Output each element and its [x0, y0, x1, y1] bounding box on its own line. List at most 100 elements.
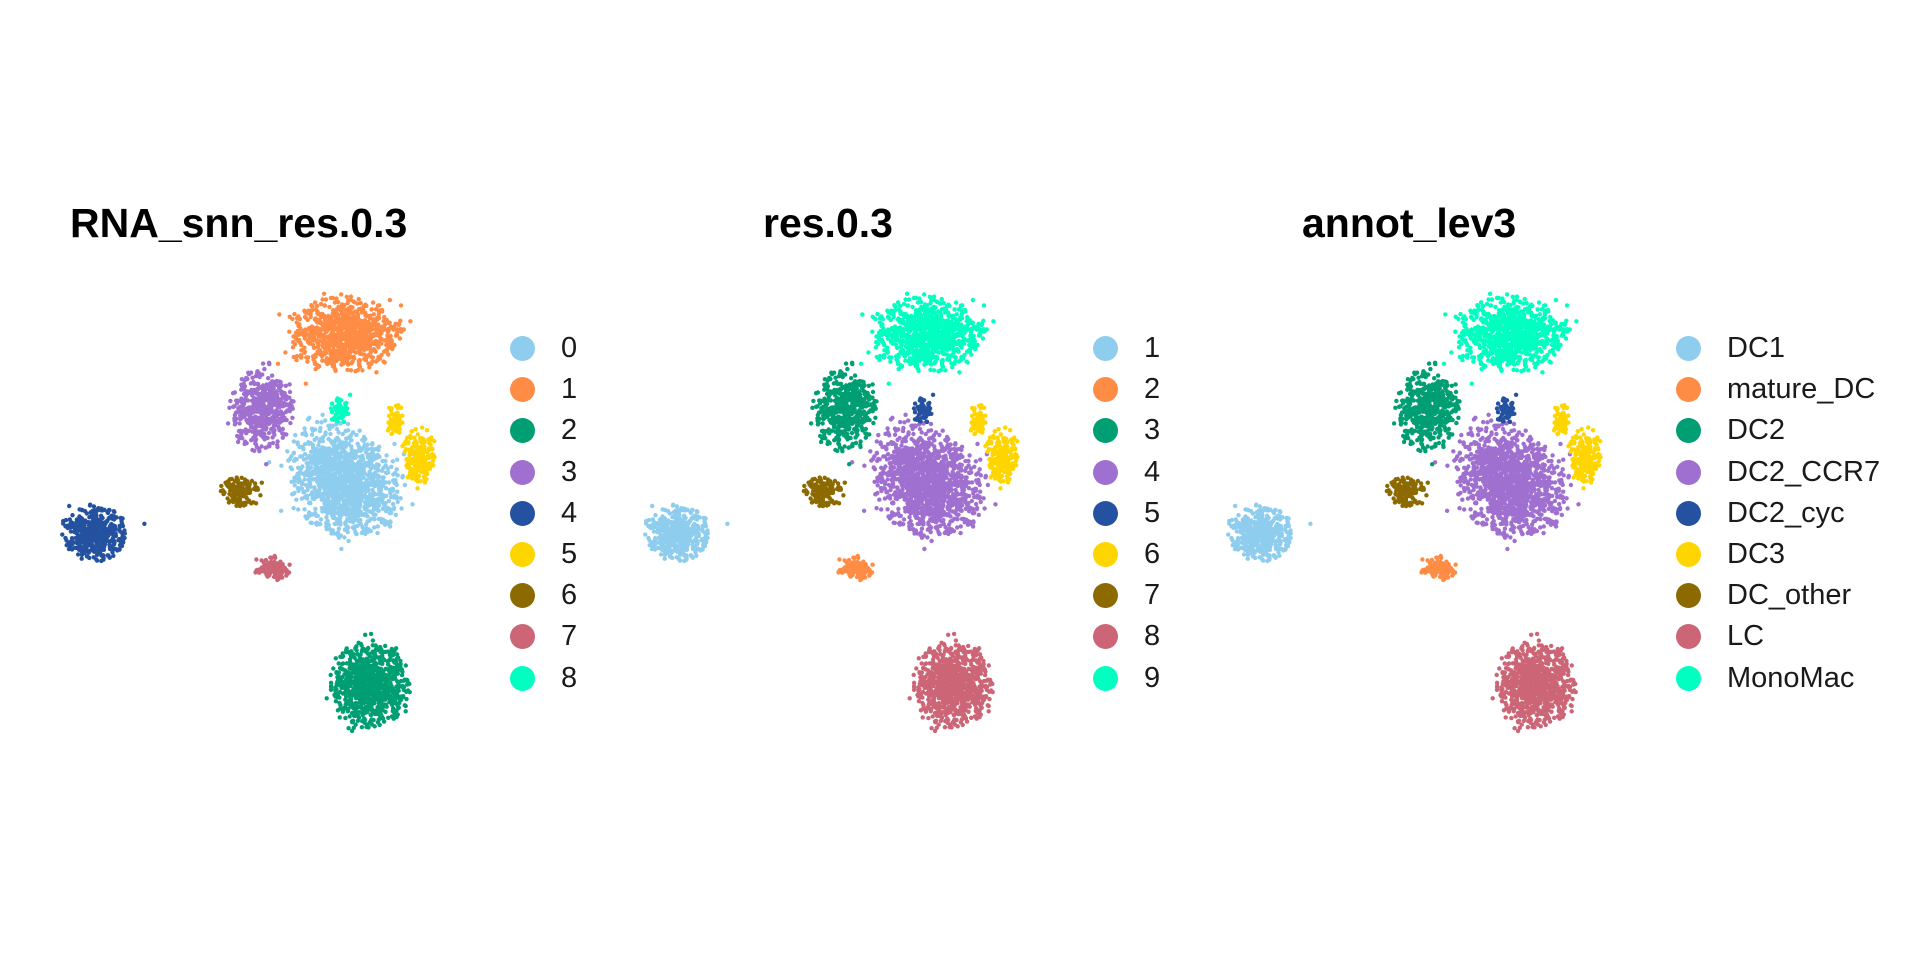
- scatter-point: [237, 499, 243, 504]
- scatter-point: [321, 496, 326, 502]
- scatter-point: [114, 515, 119, 520]
- scatter-point: [337, 472, 342, 477]
- scatter-point: [337, 485, 342, 491]
- scatter-point: [327, 491, 332, 496]
- scatter-point: [358, 690, 363, 695]
- scatter-point: [317, 448, 322, 453]
- scatter-point: [344, 294, 349, 299]
- scatter-point: [335, 327, 340, 332]
- scatter-point: [371, 497, 376, 502]
- scatter-point: [379, 492, 385, 497]
- scatter-point: [244, 431, 249, 436]
- scatter-point: [252, 481, 258, 486]
- scatter-point: [338, 460, 343, 465]
- scatter-point: [263, 445, 268, 450]
- scatter-point: [325, 475, 330, 480]
- scatter-point: [101, 542, 107, 547]
- scatter-point: [314, 522, 320, 527]
- scatter-point: [317, 334, 323, 339]
- scatter-point: [364, 670, 369, 675]
- scatter-point: [345, 709, 350, 714]
- scatter-point: [407, 434, 412, 440]
- scatter-point: [60, 532, 65, 537]
- scatter-point: [247, 499, 252, 505]
- scatter-point: [372, 482, 377, 488]
- scatter-point: [375, 330, 380, 336]
- scatter-point: [369, 703, 374, 708]
- scatter-point: [342, 303, 347, 308]
- scatter-point: [347, 392, 353, 397]
- scatter-point: [358, 499, 363, 505]
- scatter-point: [382, 349, 388, 354]
- scatter-point: [383, 322, 388, 327]
- scatter-point: [313, 506, 318, 512]
- scatter-point: [76, 518, 81, 524]
- scatter-point: [286, 458, 291, 463]
- scatter-point: [333, 656, 338, 661]
- scatter-point: [350, 514, 356, 519]
- scatter-point: [402, 482, 408, 488]
- scatter-point: [358, 517, 363, 523]
- scatter-point: [297, 322, 302, 327]
- scatter-point: [243, 410, 248, 416]
- scatter-point: [317, 467, 323, 472]
- scatter-point: [358, 503, 363, 508]
- scatter-point: [229, 476, 234, 482]
- scatter-point: [267, 410, 272, 416]
- scatter-point: [394, 333, 399, 338]
- scatter-point: [369, 509, 374, 515]
- scatter-point: [266, 376, 271, 381]
- scatter-point: [358, 347, 364, 352]
- scatter-point: [357, 478, 362, 483]
- scatter-point: [330, 493, 335, 499]
- scatter-point: [332, 482, 337, 488]
- scatter-point: [361, 445, 366, 450]
- scatter-point: [310, 338, 315, 343]
- scatter-point: [262, 395, 267, 401]
- scatter-point: [343, 407, 348, 412]
- scatter-point: [338, 522, 343, 527]
- scatter-point: [386, 689, 391, 694]
- scatter-point: [376, 508, 381, 513]
- scatter-point: [253, 388, 258, 393]
- scatter-point: [380, 678, 385, 683]
- scatter-point: [77, 507, 82, 512]
- scatter-point: [390, 459, 395, 464]
- scatter-point: [301, 446, 306, 451]
- scatter-point: [269, 373, 275, 378]
- scatter-point: [366, 501, 371, 506]
- scatter-point: [352, 452, 357, 457]
- scatter-point: [314, 451, 319, 457]
- scatter-point: [330, 364, 336, 369]
- scatter-point: [343, 451, 349, 456]
- scatter-point: [404, 696, 409, 702]
- scatter-point: [382, 518, 388, 524]
- scatter-point: [100, 508, 105, 513]
- scatter-point: [231, 484, 237, 489]
- scatter-point: [358, 351, 363, 357]
- scatter-point: [383, 463, 388, 468]
- scatter-point: [338, 292, 344, 297]
- scatter-point: [296, 465, 301, 470]
- scatter-point: [326, 457, 332, 462]
- scatter-point: [86, 534, 91, 539]
- scatter-point: [336, 670, 342, 675]
- legend-label: 6: [561, 579, 578, 612]
- scatter-point: [338, 702, 343, 708]
- scatter-point: [350, 455, 356, 461]
- scatter-point: [341, 336, 347, 342]
- scatter-point: [302, 345, 307, 350]
- scatter-point: [337, 715, 342, 720]
- scatter-point: [334, 437, 339, 443]
- scatter-point: [373, 326, 379, 332]
- scatter-point: [251, 402, 256, 407]
- scatter-point: [332, 471, 337, 476]
- scatter-point: [397, 697, 402, 702]
- legend-swatch: [510, 665, 535, 691]
- scatter-point: [344, 440, 349, 445]
- scatter-point: [901, 517, 907, 522]
- scatter-point: [320, 358, 325, 363]
- scatter-point: [264, 387, 269, 392]
- scatter-point: [400, 473, 405, 479]
- scatter-point: [333, 353, 338, 359]
